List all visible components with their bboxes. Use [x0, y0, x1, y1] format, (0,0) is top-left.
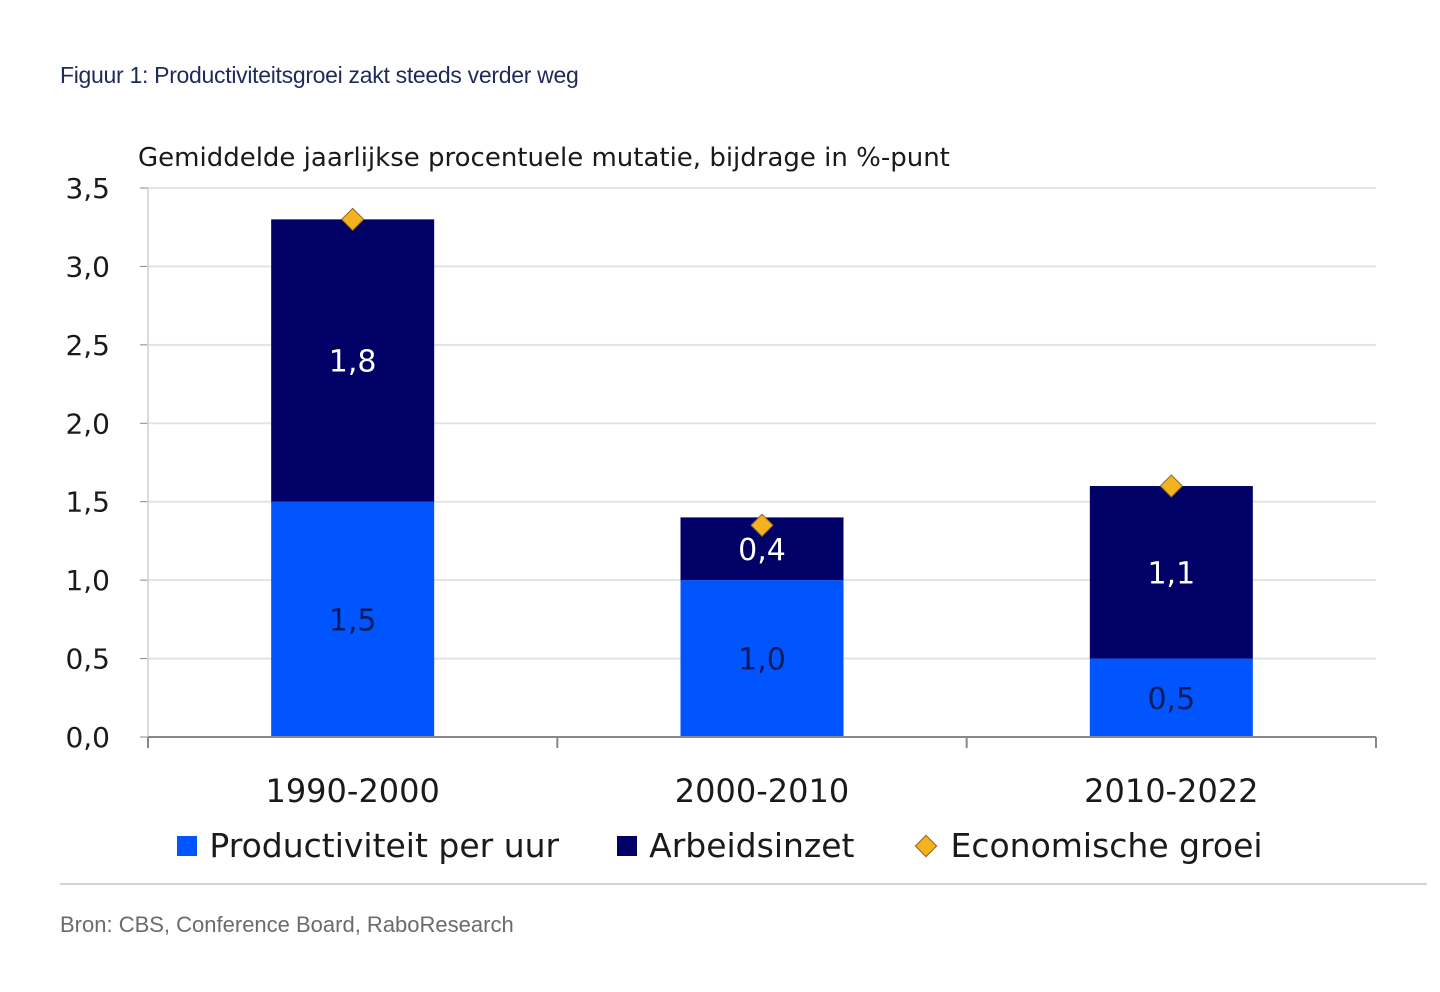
- category-label: 1990-2000: [265, 772, 439, 810]
- y-tick-label: 1,0: [65, 564, 110, 597]
- figure-title: Figuur 1: Productiviteitsgroei zakt stee…: [60, 62, 579, 88]
- growth-markers: [340, 207, 1184, 537]
- data-label: 1,1: [1147, 556, 1195, 591]
- bar-productivity: [680, 580, 844, 737]
- y-tick-label: 2,5: [65, 329, 110, 362]
- data-label: 0,4: [738, 533, 786, 568]
- divider: [60, 883, 1427, 885]
- legend-diamond-icon: [915, 834, 938, 857]
- legend-item-productivity: Productiviteit per uur: [177, 826, 559, 865]
- category-label: 2000-2010: [675, 772, 849, 810]
- category-label: 2010-2022: [1084, 772, 1258, 810]
- bar-productivity: [1089, 658, 1253, 737]
- legend-item-labour: Arbeidsinzet: [617, 826, 854, 865]
- x-axis: [147, 736, 1377, 748]
- growth-marker: [1159, 474, 1184, 498]
- bar-labour: [1089, 486, 1253, 659]
- bars: [271, 219, 1253, 737]
- y-tick-label: 1,5: [65, 486, 110, 519]
- y-axis-ticks: 0,0 0,5 1,0 1,5 2,0 2,5 3,0 3,5: [65, 172, 149, 754]
- data-labels: 1,5 1,8 1,0 0,4 0,5 1,1: [329, 345, 1195, 717]
- chart-subtitle: Gemiddelde jaarlijkse procentuele mutati…: [138, 143, 950, 173]
- data-label: 0,5: [1147, 682, 1195, 717]
- data-label: 1,8: [329, 345, 377, 380]
- legend-item-growth: Economische groei: [912, 826, 1263, 865]
- y-tick-label: 2,0: [65, 407, 110, 440]
- y-tick-label: 3,5: [65, 172, 110, 205]
- legend: Productiviteit per uur Arbeidsinzet Econ…: [0, 826, 1440, 865]
- y-tick-label: 3,0: [65, 250, 110, 283]
- y-tick-label: 0,0: [65, 721, 110, 754]
- legend-label: Economische groei: [950, 826, 1263, 865]
- growth-marker: [340, 207, 365, 232]
- legend-label: Arbeidsinzet: [649, 826, 855, 865]
- legend-label: Productiviteit per uur: [209, 826, 560, 865]
- y-tick-label: 0,5: [65, 643, 110, 676]
- data-label: 1,0: [738, 643, 786, 678]
- legend-swatch-productivity: [177, 835, 198, 856]
- bar-productivity: [271, 501, 435, 737]
- bar-labour: [271, 219, 435, 502]
- data-label: 1,5: [329, 603, 377, 638]
- source-note: Bron: CBS, Conference Board, RaboResearc…: [60, 912, 514, 937]
- category-labels: 1990-2000 2000-2010 2010-2022: [265, 772, 1258, 810]
- legend-swatch-labour: [617, 835, 638, 856]
- growth-marker: [750, 513, 774, 537]
